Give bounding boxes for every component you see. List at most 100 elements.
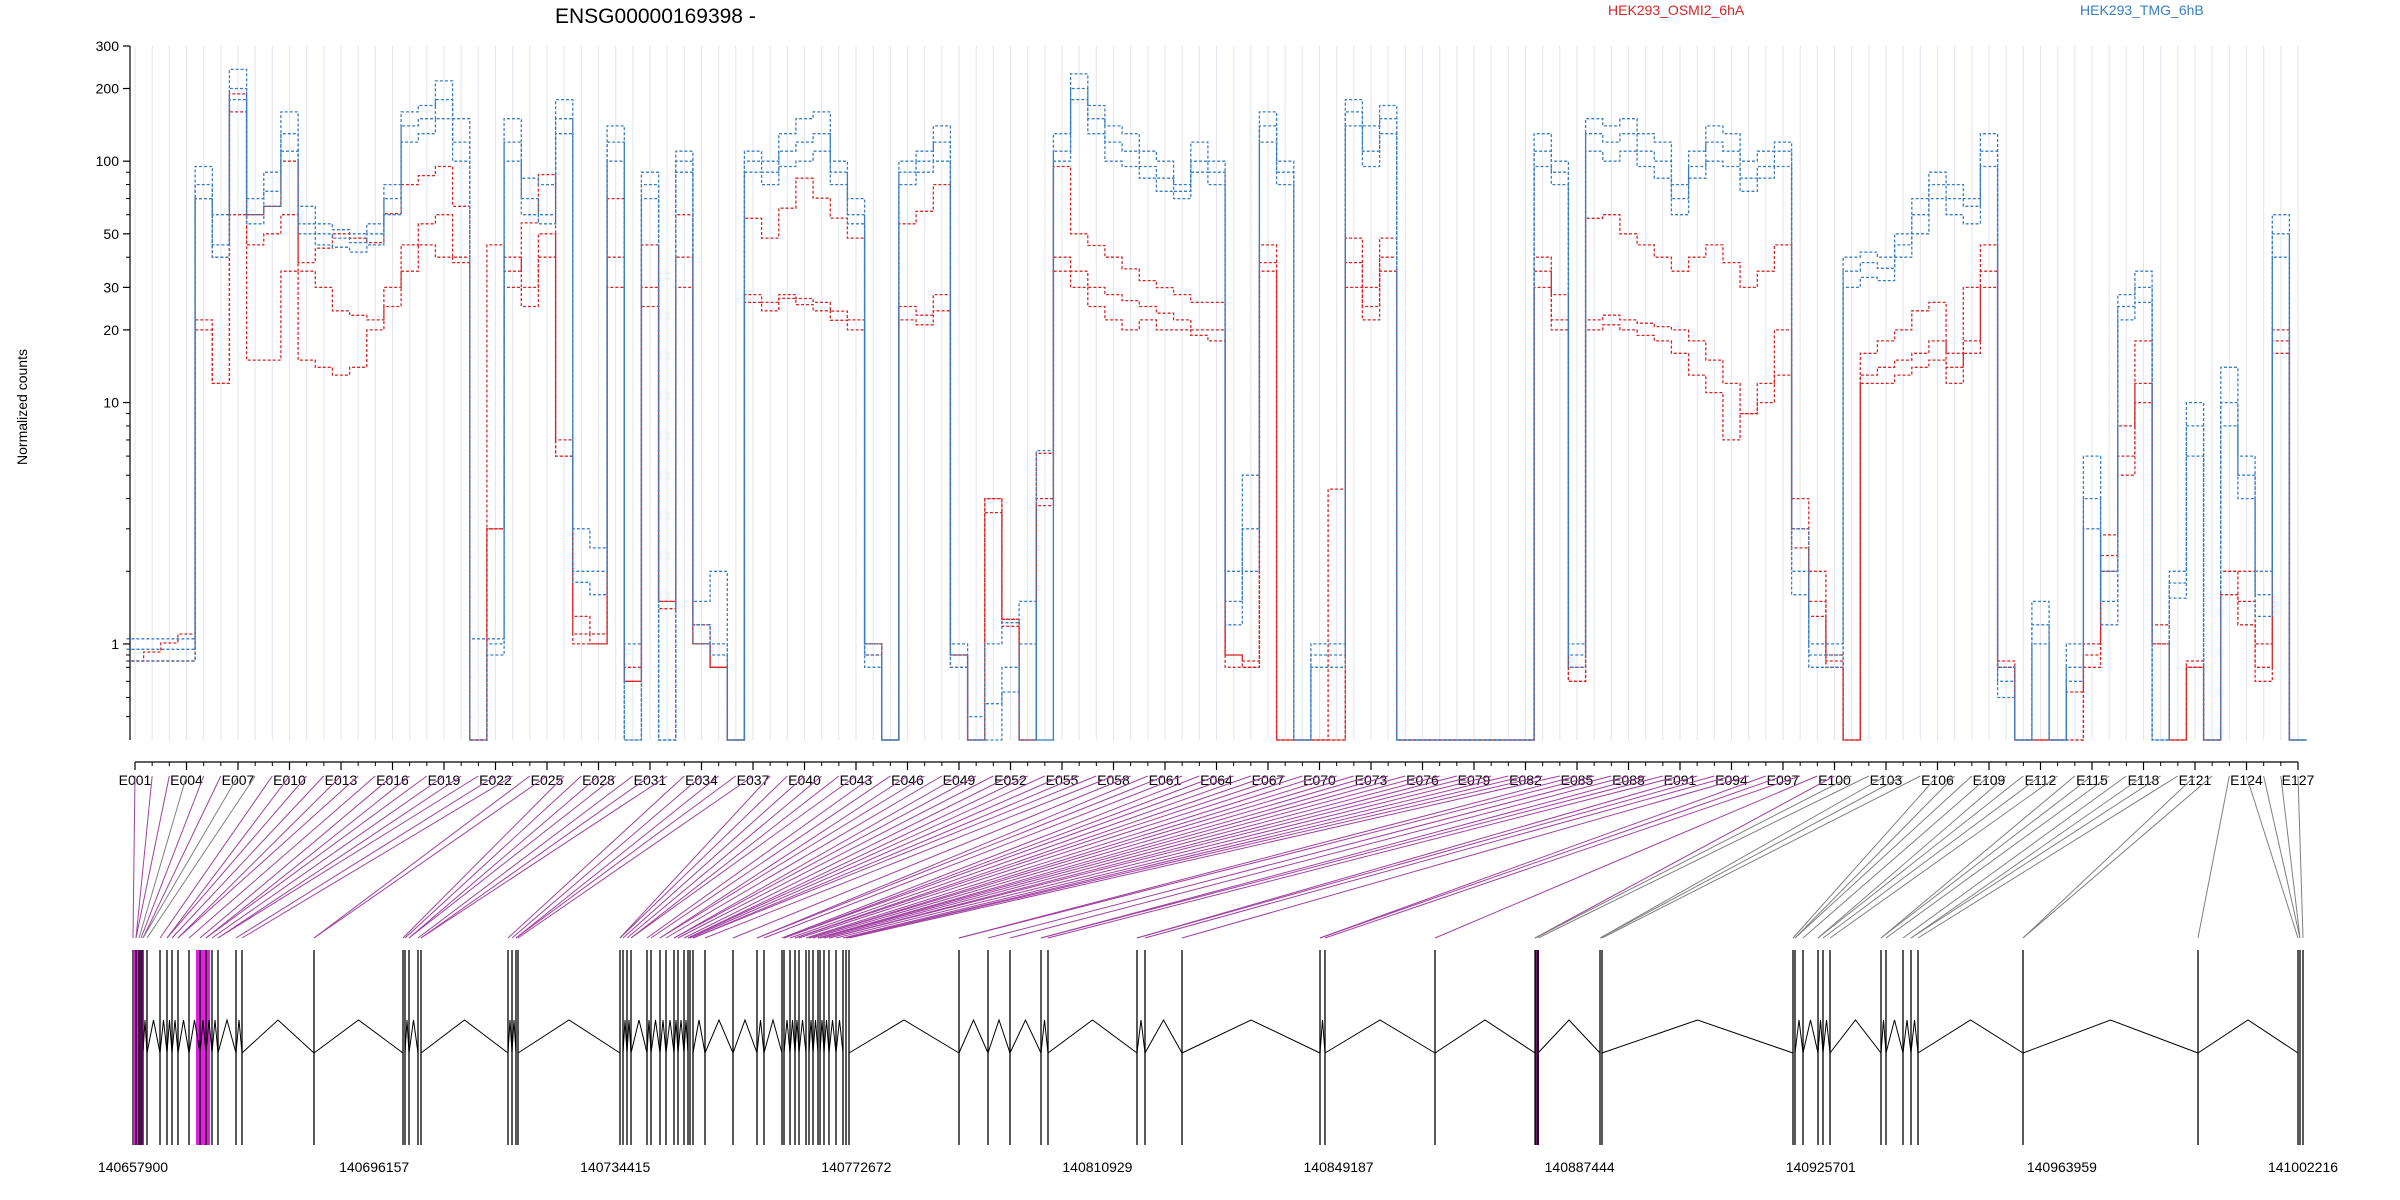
- x-tick-label: E124: [2230, 772, 2263, 788]
- exon-connector: [177, 775, 359, 939]
- x-tick-label: E010: [273, 772, 306, 788]
- exon-block-highlight: [196, 950, 210, 1145]
- intron-line: [166, 1019, 173, 1054]
- exon-connector: [138, 775, 187, 939]
- y-axis-label: Normalized counts: [14, 349, 30, 465]
- exon-connector: [2263, 775, 2301, 939]
- intron-line: [659, 1019, 667, 1054]
- exon-connector: [217, 775, 462, 939]
- series-osmi2-b: [126, 111, 2307, 741]
- intron-line: [199, 1019, 207, 1054]
- y-tick-label: 30: [103, 279, 119, 295]
- genomic-tick-label: 140734415: [580, 1159, 650, 1175]
- exon-connector: [235, 775, 496, 939]
- genomic-tick-label: 140696157: [339, 1159, 409, 1175]
- exon-connector: [1817, 775, 2024, 939]
- intron-line: [789, 1019, 796, 1054]
- intron-line: [683, 1019, 689, 1054]
- exon-connector: [417, 775, 634, 939]
- exon-connector: [619, 775, 788, 939]
- intron-line: [177, 1019, 190, 1054]
- exon-connector: [630, 775, 857, 939]
- exon-connector: [732, 775, 1131, 939]
- exon-connector: [1047, 775, 1681, 939]
- x-axis: E001 E004 E007 E010 E013 E016 E019 E022 E025 E028…: [119, 761, 2315, 788]
- y-tick-label: 10: [103, 395, 119, 411]
- x-tick-label: E115: [2076, 772, 2108, 788]
- intron-line: [622, 1019, 628, 1054]
- exon-connector: [1880, 775, 2076, 939]
- exon-connector: [404, 775, 582, 939]
- x-tick-label: E121: [2179, 772, 2212, 788]
- exon-connector: [217, 775, 479, 939]
- exon-connector: [692, 775, 1080, 939]
- exon-connector: [1822, 775, 2041, 939]
- intron-line: [1822, 1019, 1831, 1054]
- exon-connector: [199, 775, 393, 939]
- x-tick-label: E064: [1200, 772, 1233, 788]
- exon-connector: [848, 775, 1560, 939]
- x-tick-label: E007: [222, 772, 255, 788]
- intron-line: [1802, 1019, 1819, 1054]
- exon-connector: [845, 775, 1543, 939]
- exon-connector: [1599, 775, 1887, 939]
- exon-connector-lines: [132, 775, 2304, 939]
- genomic-axis: 140657900 140696157 140734415 140772672 1408…: [98, 1159, 2338, 1175]
- x-tick-label: E022: [479, 772, 512, 788]
- exon-connector: [420, 775, 651, 939]
- intron-line: [159, 1019, 168, 1054]
- intron-line: [673, 1019, 679, 1054]
- exon-connector: [958, 775, 1578, 939]
- exon-connector: [1817, 775, 2007, 939]
- intron-line: [2022, 1019, 2199, 1054]
- exon-connector: [808, 775, 1354, 939]
- exon-connector: [1885, 775, 2110, 939]
- gene-model: [132, 950, 2304, 1145]
- exon-connector: [1910, 775, 2161, 939]
- exon-connector: [646, 775, 874, 939]
- x-tick-label: E049: [943, 772, 976, 788]
- x-tick-label: E097: [1767, 772, 1800, 788]
- exon-connector: [1537, 775, 1870, 939]
- x-tick-label: E073: [1355, 772, 1388, 788]
- intron-line: [1324, 1019, 1436, 1054]
- chart-title: ENSG00000169398 -: [555, 5, 756, 28]
- intron-line: [1601, 1019, 1794, 1054]
- intron-line: [763, 1018, 783, 1054]
- exon-connector: [511, 775, 702, 939]
- exon-connector: [687, 775, 1046, 939]
- exon-connector: [517, 775, 754, 939]
- exon-connector: [692, 775, 1097, 939]
- exon-connector: [673, 775, 960, 939]
- series-osmi2-a: [126, 93, 2307, 741]
- exon-connector: [241, 775, 513, 939]
- exon-connector: [1880, 775, 2093, 939]
- series-tmg-a: [126, 68, 2307, 741]
- exon-connector: [420, 775, 668, 939]
- intron-line: [1319, 1019, 1326, 1054]
- intron-line: [1817, 1019, 1824, 1054]
- x-tick-label: E052: [994, 772, 1027, 788]
- x-tick-label: E028: [582, 772, 615, 788]
- x-tick-label: E118: [2128, 772, 2160, 788]
- intron-line: [958, 1018, 989, 1054]
- genomic-tick-label: 140887444: [1545, 1159, 1615, 1175]
- x-tick-label: E004: [170, 772, 203, 788]
- x-tick-label: E094: [1715, 772, 1748, 788]
- exon-connector: [1181, 775, 1749, 939]
- exon-connector: [188, 775, 376, 939]
- exon-connector: [756, 775, 1166, 939]
- exon-connector: [1910, 775, 2144, 939]
- intron-line: [511, 1019, 517, 1054]
- exon-connector: [2022, 775, 2213, 939]
- y-tick-label: 300: [96, 38, 120, 54]
- exon-connector: [1794, 775, 1973, 939]
- x-tick-label: E046: [891, 772, 924, 788]
- exon-connector: [817, 775, 1406, 939]
- exon-connector: [211, 775, 445, 939]
- exon-connector: [1829, 775, 2058, 939]
- exon-connector: [135, 775, 170, 939]
- intron-line: [704, 1018, 734, 1054]
- intron-line: [1144, 1018, 1183, 1054]
- exon-connector: [828, 775, 1457, 939]
